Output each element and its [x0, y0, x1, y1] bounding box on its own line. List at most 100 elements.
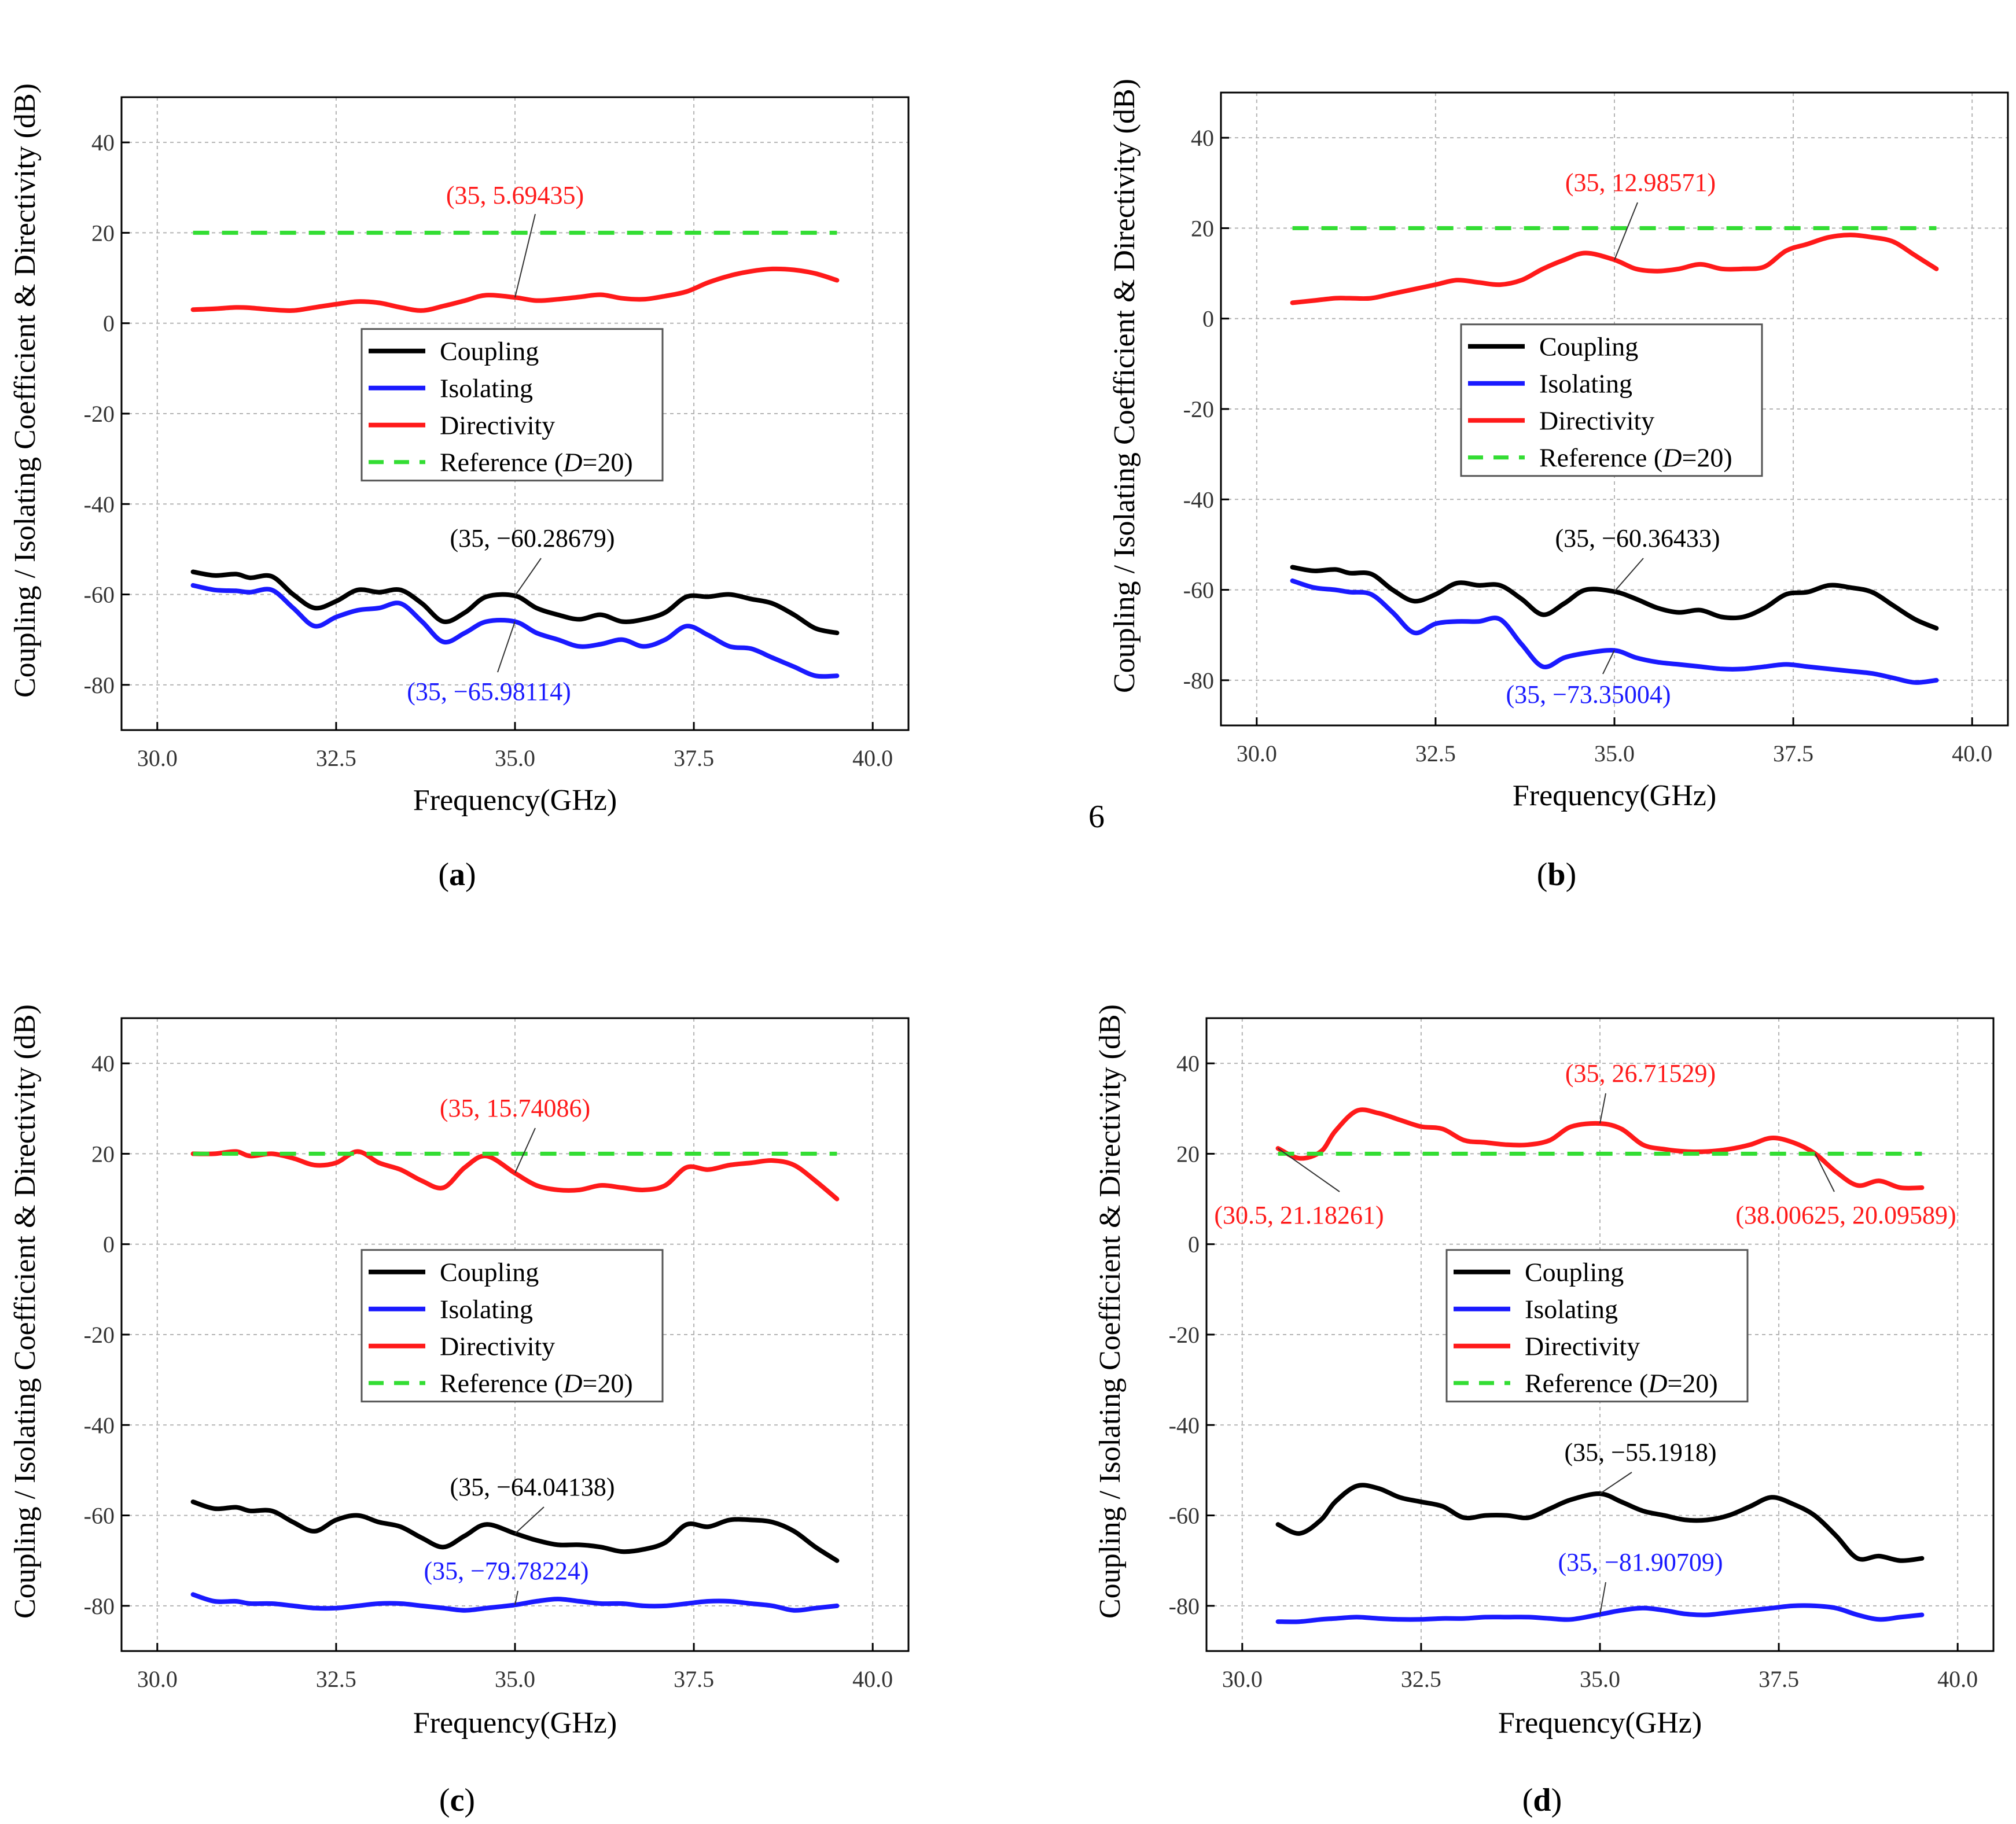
legend: Coupling Isolating Directivity Reference (D… [360, 1249, 664, 1403]
legend-label: Directivity [1525, 1332, 1640, 1361]
x-tick-label: 30.0 [137, 745, 178, 771]
y-tick-label: 20 [91, 220, 115, 246]
y-tick-label: -20 [1169, 1322, 1200, 1348]
annotation-label: (35, −64.04138) [450, 1473, 615, 1501]
panel-caption: (a) [438, 857, 476, 893]
y-tick-label: 40 [1191, 125, 1214, 151]
annotation-leader [514, 1590, 518, 1605]
legend: Coupling Isolating Directivity Reference (D… [360, 328, 664, 482]
annotation-leader [1814, 1153, 1835, 1192]
y-tick-label: -60 [1183, 577, 1214, 603]
annotation-leader [1602, 650, 1615, 675]
x-tick-label: 32.5 [1401, 1666, 1441, 1692]
x-tick-label: 35.0 [1594, 740, 1635, 767]
chart-panel-c: 30.0 32.5 35.0 37.5 40.0 40 20 0 -20 -40 -60 -80 Fre… [9, 1004, 910, 1818]
x-tick-label: 35.0 [495, 745, 535, 771]
x-tick-label: 30.0 [1237, 740, 1277, 767]
y-tick-label: 0 [1188, 1232, 1200, 1258]
y-axis-title: Coupling / Isolating Coefficient & Direc… [1108, 79, 1141, 693]
legend-label: Coupling [1525, 1258, 1624, 1287]
legend: Coupling Isolating Directivity Reference (D… [1445, 1249, 1749, 1403]
y-tick-label: -80 [84, 672, 115, 698]
annotation-label: (35, 26.71529) [1565, 1059, 1716, 1088]
series-line-isolating [190, 1592, 840, 1613]
annotation-label: (35, 5.69435) [446, 181, 584, 209]
annotation-label: (35, −81.90709) [1558, 1548, 1723, 1576]
y-tick-label: -60 [1169, 1503, 1200, 1529]
annotation-label: (35, 12.98571) [1565, 168, 1716, 197]
x-axis-title: Frequency(GHz) [1513, 779, 1716, 812]
y-tick-label: 0 [103, 1232, 115, 1258]
annotation-label: (35, −65.98114) [407, 677, 571, 706]
annotation-label: (35, −60.36433) [1555, 524, 1720, 552]
x-tick-label: 37.5 [674, 745, 714, 771]
y-tick-label: 0 [103, 311, 115, 337]
annotation-leader [514, 1127, 536, 1174]
annotation-label: (38.00625, 20.09589) [1735, 1201, 1956, 1229]
legend: Coupling Isolating Directivity Reference (D… [1460, 323, 1763, 477]
y-tick-label: -40 [1183, 487, 1214, 513]
y-tick-label: 20 [1176, 1141, 1200, 1167]
x-tick-label: 32.5 [316, 1666, 356, 1692]
y-tick-label: -20 [1183, 396, 1214, 422]
annotation-leader [497, 621, 516, 673]
x-tick-label: 40.0 [852, 745, 893, 771]
x-tick-label: 30.0 [137, 1666, 178, 1692]
annotation-leader [1614, 202, 1638, 260]
annotation-label: (35, −60.28679) [450, 524, 615, 552]
stray-page-number: 6 [1088, 799, 1105, 835]
legend-label: Isolating [440, 1295, 533, 1324]
annotation-label: (35, 15.74086) [440, 1094, 590, 1122]
annotation-leader [1614, 558, 1644, 592]
legend-label: Isolating [1525, 1295, 1618, 1324]
legend-label: Coupling [440, 1258, 539, 1287]
annotation-leader [514, 558, 542, 596]
chart-panel-d: 30.0 32.5 35.0 37.5 40.0 40 20 0 -20 -40 -60 -80 Fre… [1094, 1004, 1995, 1818]
y-tick-label: -40 [1169, 1412, 1200, 1438]
legend-label: Directivity [1539, 406, 1654, 436]
y-tick-label: 0 [1202, 306, 1214, 332]
legend-box [360, 1249, 664, 1403]
x-tick-label: 37.5 [674, 1666, 714, 1692]
annotation-leader [1278, 1148, 1340, 1192]
legend-box [1460, 323, 1763, 477]
annotation-label: (35, −55.1918) [1564, 1438, 1716, 1466]
y-axis-title: Coupling / Isolating Coefficient & Direc… [9, 1004, 42, 1619]
legend-label: Isolating [440, 374, 533, 403]
y-tick-label: 40 [91, 1051, 115, 1077]
chart-panel-b: 30.0 32.5 35.0 37.5 40.0 40 20 0 -20 -40 -60 -80 Fre… [1108, 79, 2009, 893]
x-tick-label: 37.5 [1773, 740, 1813, 767]
legend-label: Reference (D=20) [440, 1369, 633, 1398]
legend-label: Coupling [440, 337, 539, 366]
x-tick-label: 32.5 [1415, 740, 1456, 767]
panel-caption: (d) [1522, 1782, 1562, 1818]
x-tick-label: 37.5 [1759, 1666, 1799, 1692]
legend-box [360, 328, 664, 482]
legend-label: Reference (D=20) [1525, 1369, 1718, 1398]
legend-label: Isolating [1539, 369, 1632, 399]
x-axis-title: Frequency(GHz) [413, 784, 617, 817]
x-tick-label: 35.0 [1580, 1666, 1620, 1692]
x-tick-label: 32.5 [316, 745, 356, 771]
annotation-label: (35, −79.78224) [424, 1557, 588, 1585]
x-tick-label: 40.0 [1937, 1666, 1978, 1692]
y-tick-label: -40 [84, 1412, 115, 1438]
x-axis-title: Frequency(GHz) [1498, 1707, 1702, 1740]
y-tick-label: -80 [1169, 1593, 1200, 1619]
chart-panel-a: 30.0 32.5 35.0 37.5 40.0 40 20 0 -20 -40 -60 -80 Fre… [9, 83, 910, 893]
series-line-coupling [190, 569, 840, 635]
y-tick-label: 40 [1176, 1051, 1200, 1077]
x-tick-label: 40.0 [852, 1666, 893, 1692]
annotation-leader [1599, 1093, 1606, 1124]
legend-label: Coupling [1539, 332, 1638, 362]
x-axis-title: Frequency(GHz) [413, 1707, 617, 1740]
x-tick-label: 40.0 [1952, 740, 1992, 767]
y-tick-label: -40 [84, 491, 115, 517]
y-tick-label: -80 [1183, 668, 1214, 694]
y-tick-label: -80 [84, 1593, 115, 1619]
y-tick-label: -20 [84, 1322, 115, 1348]
panel-caption: (b) [1537, 857, 1576, 893]
annotation-label: (35, −73.35004) [1506, 680, 1671, 709]
series-line-coupling [1290, 565, 1939, 631]
